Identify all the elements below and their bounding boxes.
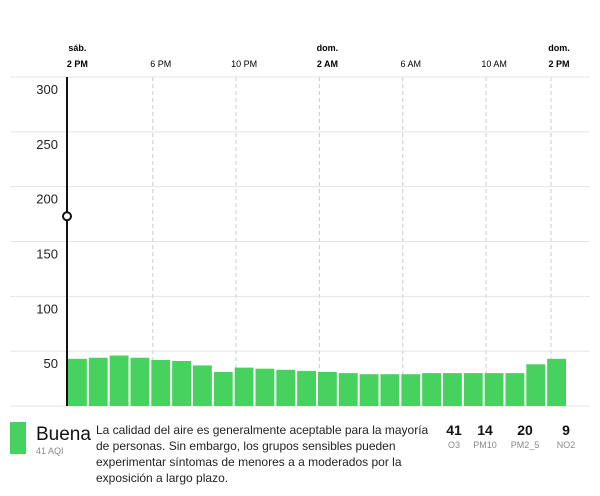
y-tick-label: 50 bbox=[44, 356, 58, 371]
y-tick-label: 250 bbox=[36, 137, 58, 152]
y-tick-label: 200 bbox=[36, 192, 58, 207]
bar bbox=[276, 369, 296, 406]
bar bbox=[338, 373, 358, 406]
x-tick-time: 2 PM bbox=[67, 59, 88, 69]
bar bbox=[359, 374, 379, 406]
bar bbox=[547, 358, 566, 406]
x-tick-time: 6 AM bbox=[400, 59, 421, 69]
bar bbox=[68, 358, 87, 406]
pollutant-name: PM10 bbox=[473, 440, 497, 450]
x-tick-time: 2 PM bbox=[548, 59, 569, 69]
x-tick-time: 10 PM bbox=[231, 59, 257, 69]
bar bbox=[297, 370, 316, 406]
level-swatch bbox=[10, 422, 26, 454]
bar bbox=[151, 359, 171, 406]
bar bbox=[463, 373, 483, 406]
cursor-dot bbox=[62, 211, 72, 222]
bar bbox=[484, 373, 504, 406]
chart: sáb. 2 PM 6 PM 10 PM dom. 2 AM 6 AM 10 AM dom. 2 … bbox=[10, 43, 590, 407]
bar bbox=[255, 368, 275, 406]
x-tick-time: 6 PM bbox=[150, 59, 171, 69]
pollutant-value: 41 bbox=[446, 422, 462, 438]
bar bbox=[88, 357, 108, 406]
bar bbox=[109, 355, 129, 406]
pollutant-name: PM2_5 bbox=[510, 440, 540, 450]
aqi: 41 AQI bbox=[36, 446, 64, 456]
bar bbox=[172, 361, 191, 406]
bar bbox=[318, 372, 337, 406]
description: La calidad del aire es generalmente acep… bbox=[96, 423, 429, 485]
bar bbox=[401, 374, 421, 406]
x-tick-time: 2 AM bbox=[317, 59, 338, 69]
y-tick-label: 150 bbox=[36, 247, 58, 262]
bar bbox=[193, 365, 212, 406]
pollutant-name: O3 bbox=[447, 440, 460, 450]
bar bbox=[505, 373, 525, 406]
x-tick-day: dom. bbox=[317, 43, 339, 53]
pollutant-name: NO2 bbox=[556, 440, 576, 450]
x-tick-day: dom. bbox=[548, 43, 570, 53]
bar bbox=[422, 373, 441, 406]
bar bbox=[380, 374, 400, 406]
bar bbox=[213, 372, 233, 406]
x-tick-time: 10 AM bbox=[481, 59, 507, 69]
bar bbox=[130, 357, 150, 406]
pollutant-value: 9 bbox=[562, 422, 570, 438]
pollutant-value: 14 bbox=[477, 422, 493, 438]
bar bbox=[234, 367, 254, 406]
x-tick-day: sáb. bbox=[68, 43, 86, 53]
pollutant-value: 20 bbox=[517, 422, 533, 438]
y-tick-label: 100 bbox=[36, 301, 58, 316]
level: Buena bbox=[36, 424, 91, 445]
bar bbox=[443, 373, 462, 406]
bar bbox=[526, 364, 546, 406]
y-tick-label: 300 bbox=[36, 82, 58, 97]
